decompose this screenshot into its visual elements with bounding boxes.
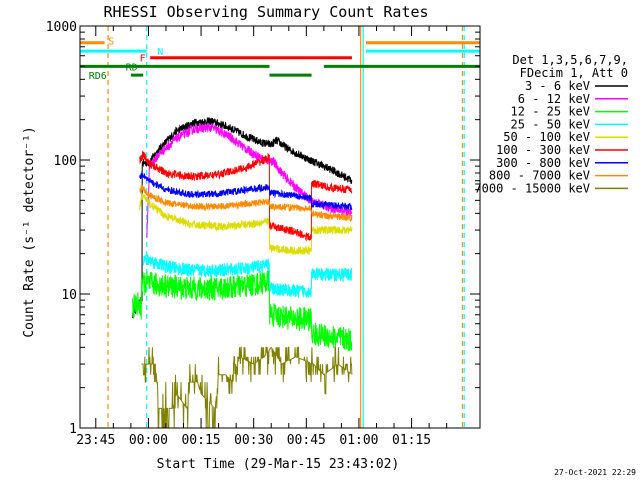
legend-label-8: 7000 - 15000 keV: [474, 181, 590, 195]
x-tick-label-1: 00:00: [129, 433, 168, 448]
flag-label-2: F: [140, 54, 146, 65]
series-line-7: [139, 185, 353, 222]
legend-label-4: 50 - 100 keV: [503, 130, 590, 144]
x-axis-label: Start Time (29-Mar-15 23:43:02): [157, 457, 400, 472]
x-tick-label-6: 01:15: [392, 433, 431, 448]
legend-label-7: 800 - 7000 keV: [489, 169, 590, 183]
x-tick-label-0: 23:45: [76, 433, 115, 448]
series-line-5: [139, 150, 353, 242]
y-tick-label-3: 1000: [46, 20, 77, 35]
axes: 1 10 100 1000 23:45 00:00 00:15 00:30 00:45 01:00…: [46, 20, 481, 448]
series-line-4: [139, 191, 353, 256]
plot-frame: [79, 25, 481, 429]
series-line-3: [142, 253, 353, 298]
legend-header-line-2: FDecim 1, Att 0: [520, 66, 628, 80]
flag-label-5: RD6: [89, 71, 107, 82]
series-line-8: [141, 346, 353, 429]
y-tick-label-1: 10: [61, 288, 77, 303]
y-tick-label-2: 100: [54, 154, 77, 169]
legend-label-5: 100 - 300 keV: [496, 143, 590, 157]
series-line-6: [139, 170, 353, 210]
flag-label-3: RD: [126, 62, 138, 73]
y-axis-label: Count Rate (s⁻¹ detector⁻¹): [22, 126, 37, 337]
legend-header-line-1: Det 1,3,5,6,7,9,: [512, 53, 628, 67]
series-line-2: [132, 269, 353, 351]
flag-label-0: S: [108, 37, 114, 48]
x-tick-label-3: 00:30: [234, 433, 273, 448]
flag-label-1: N: [157, 47, 163, 58]
x-tick-label-2: 00:15: [181, 433, 220, 448]
x-tick-label-4: 00:45: [287, 433, 326, 448]
footer-timestamp: 27-Oct-2021 22:29: [554, 468, 636, 477]
x-tick-label-5: 01:00: [339, 433, 378, 448]
series-line-0: [132, 117, 353, 319]
legend-label-3: 25 - 50 keV: [511, 117, 590, 131]
legend-label-6: 300 - 800 keV: [496, 156, 590, 170]
series-lines: [132, 117, 353, 429]
legend-label-0: 3 - 6 keV: [525, 79, 590, 93]
chart-title: RHESSI Observing Summary Count Rates: [103, 3, 428, 21]
legend-label-2: 12 - 25 keV: [511, 105, 590, 119]
legend-label-1: 6 - 12 keV: [518, 92, 590, 106]
y-tick-label-0: 1: [69, 422, 77, 437]
series-line-1: [146, 121, 353, 238]
